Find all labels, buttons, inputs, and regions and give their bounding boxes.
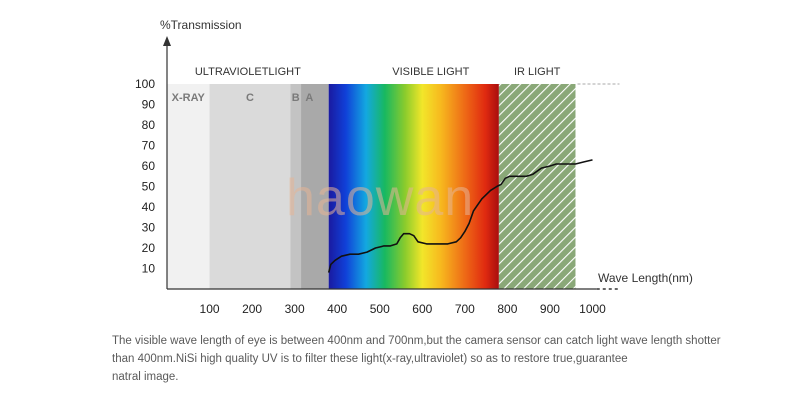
x-tick-label: 300	[285, 302, 305, 316]
caption-line-1: The visible wave length of eye is betwee…	[112, 335, 721, 347]
x-axis-title: Wave Length(nm)	[598, 271, 693, 285]
y-tick-label: 10	[142, 262, 156, 276]
x-tick-label: 800	[497, 302, 517, 316]
region-label: X-RAY	[172, 92, 206, 104]
y-tick-label: 20	[142, 241, 156, 255]
y-tick-label: 70	[142, 139, 156, 153]
region-label: B	[292, 92, 300, 104]
y-axis-title: %Transmission	[160, 18, 242, 32]
caption-line-2: than 400nm.NiSi high quality UV is to fi…	[112, 353, 628, 365]
band-header: ULTRAVIOLETLIGHT	[195, 66, 301, 78]
x-tick-label: 200	[242, 302, 262, 316]
x-tick-label: 100	[200, 302, 220, 316]
caption: The visible wave length of eye is betwee…	[112, 332, 752, 386]
band-header: VISIBLE LIGHT	[392, 66, 469, 78]
x-tick-label: 500	[370, 302, 390, 316]
transmission-chart: X-RAY C B A ULTRAVIOLETLIGHT VISIBLE LIGHT IR …	[135, 18, 693, 316]
region-b	[290, 84, 302, 289]
y-tick-label: 30	[142, 221, 156, 235]
region-label: C	[246, 92, 254, 104]
labels-layer: X-RAY C B A ULTRAVIOLETLIGHT VISIBLE LIGHT IR …	[172, 66, 561, 104]
x-tick-label: 600	[412, 302, 432, 316]
y-tick-label: 80	[142, 118, 156, 132]
y-tick-label: 90	[142, 98, 156, 112]
y-axis-arrow	[163, 36, 171, 46]
region-band-5	[498, 84, 576, 289]
region-label: A	[305, 92, 313, 104]
x-tick-label: 900	[540, 302, 560, 316]
band-header: IR LIGHT	[514, 66, 561, 78]
axes-layer: %Transmission Wave Length(nm) 10 20 30 40 50 60…	[135, 18, 693, 316]
region-a	[301, 84, 329, 289]
x-tick-label: 400	[327, 302, 347, 316]
y-tick-label: 40	[142, 200, 156, 214]
transmission-curve	[327, 159, 593, 273]
y-tick-label: 50	[142, 180, 156, 194]
watermark: haowan	[286, 169, 475, 227]
x-tick-label: 1000	[579, 302, 606, 316]
y-tick-label: 60	[142, 159, 156, 173]
y-tick-label: 100	[135, 77, 155, 91]
region-c	[209, 84, 291, 289]
x-tick-label: 700	[455, 302, 475, 316]
caption-line-3: natral image.	[112, 371, 179, 383]
region-x-ray	[167, 84, 210, 289]
